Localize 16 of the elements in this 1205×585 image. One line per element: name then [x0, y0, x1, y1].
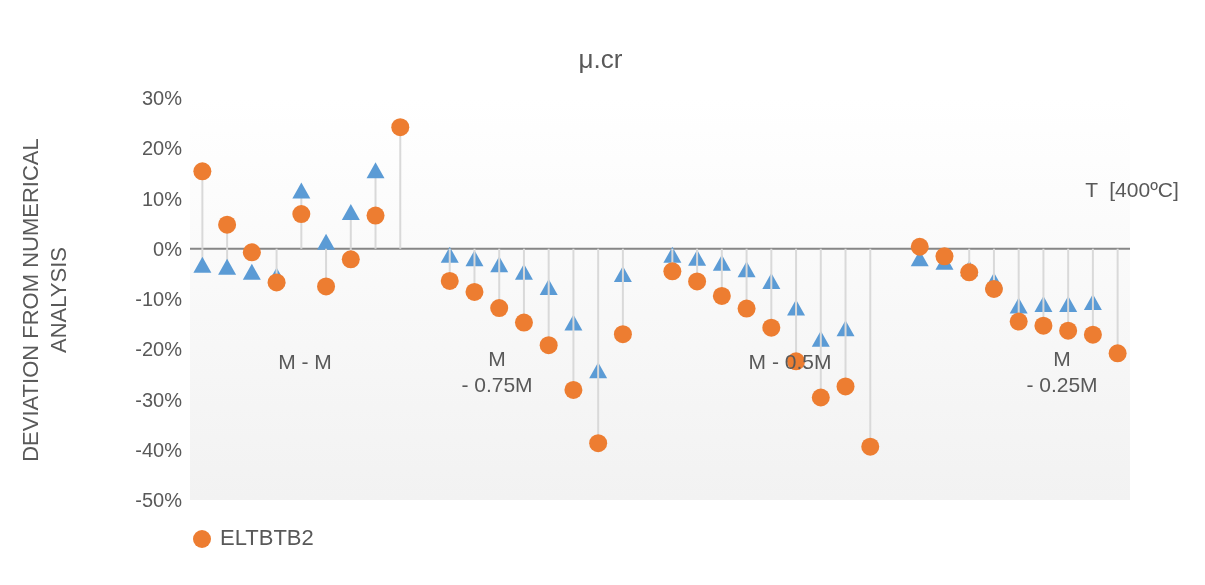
y-tick-label: 0%: [153, 237, 183, 260]
y-tick-label: 30%: [141, 87, 183, 110]
y-tick-label: 20%: [141, 137, 183, 160]
y-tick-label: -20%: [135, 338, 183, 361]
y-tick-label: 10%: [141, 187, 183, 210]
legend-label: ELTBTB2: [220, 525, 314, 551]
y-axis-title: DEVIATION FROM NUMERICAL ANALYSIS: [17, 137, 72, 464]
y-tick-label: -10%: [135, 288, 183, 311]
y-tick-label: -40%: [135, 438, 183, 461]
annotation: M - M: [278, 349, 332, 375]
annotation: M - 0.25M: [1026, 346, 1098, 398]
y-tick-label: -50%: [135, 489, 183, 512]
annotation: T [400ºC]: [1085, 177, 1179, 203]
y-tick-label: -30%: [135, 388, 183, 411]
annotation: M - 0.75M: [461, 346, 533, 398]
chart-title: μ.cr: [577, 44, 624, 75]
